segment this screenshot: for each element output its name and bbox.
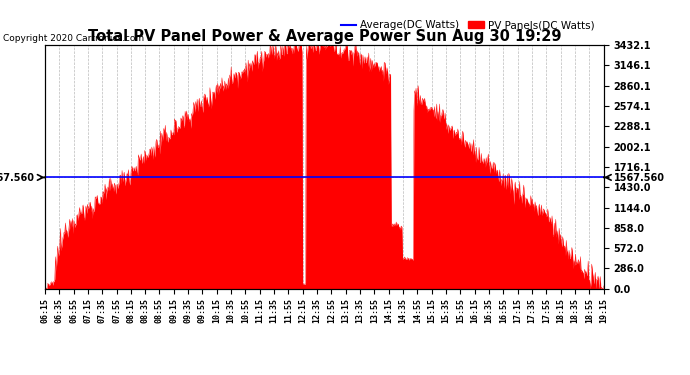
Text: Copyright 2020 Cartronics.com: Copyright 2020 Cartronics.com bbox=[3, 34, 145, 43]
Title: Total PV Panel Power & Average Power Sun Aug 30 19:29: Total PV Panel Power & Average Power Sun… bbox=[88, 29, 561, 44]
Legend: Average(DC Watts), PV Panels(DC Watts): Average(DC Watts), PV Panels(DC Watts) bbox=[337, 16, 598, 34]
